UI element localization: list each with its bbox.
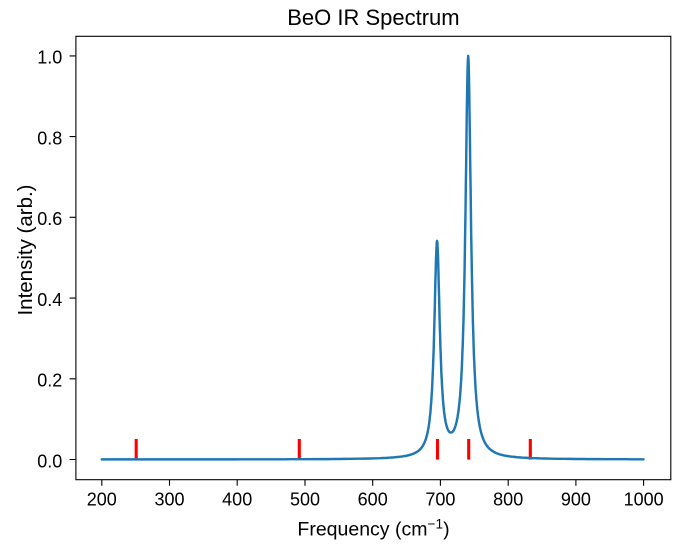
svg-text:Intensity (arb.): Intensity (arb.): [14, 184, 37, 315]
svg-text:0.2: 0.2: [37, 371, 62, 391]
svg-text:Frequency (cm−1): Frequency (cm−1): [297, 517, 449, 541]
svg-text:0.8: 0.8: [37, 128, 62, 148]
svg-text:700: 700: [425, 490, 455, 510]
svg-text:BeO IR Spectrum: BeO IR Spectrum: [287, 5, 459, 30]
svg-text:800: 800: [493, 490, 523, 510]
svg-text:1.0: 1.0: [37, 48, 62, 68]
svg-text:0.0: 0.0: [37, 451, 62, 471]
svg-text:500: 500: [290, 490, 320, 510]
svg-text:300: 300: [154, 490, 184, 510]
svg-text:0.4: 0.4: [37, 290, 62, 310]
svg-text:1000: 1000: [624, 490, 664, 510]
svg-text:0.6: 0.6: [37, 209, 62, 229]
svg-text:200: 200: [87, 490, 117, 510]
svg-text:900: 900: [561, 490, 591, 510]
svg-text:600: 600: [358, 490, 388, 510]
svg-text:400: 400: [222, 490, 252, 510]
